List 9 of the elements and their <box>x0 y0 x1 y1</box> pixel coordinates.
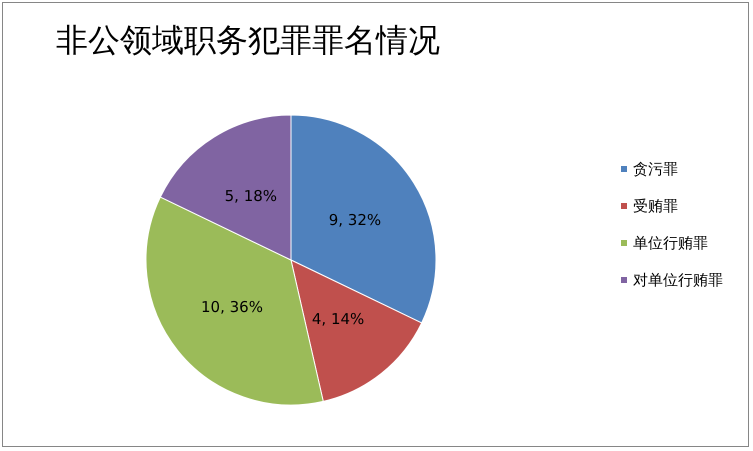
legend-label: 单位行贿罪 <box>633 234 708 252</box>
legend-label: 对单位行贿罪 <box>633 271 723 289</box>
data-label: 9, 32% <box>328 210 382 229</box>
data-label: 5, 18% <box>224 187 278 206</box>
data-label: 10, 36% <box>200 298 263 316</box>
legend-label: 受贿罪 <box>633 197 678 215</box>
legend-label: 贪污罪 <box>633 160 678 178</box>
chart-title: 非公领域职务犯罪罪名情况 <box>56 21 440 59</box>
data-label: 4, 14% <box>312 310 364 328</box>
